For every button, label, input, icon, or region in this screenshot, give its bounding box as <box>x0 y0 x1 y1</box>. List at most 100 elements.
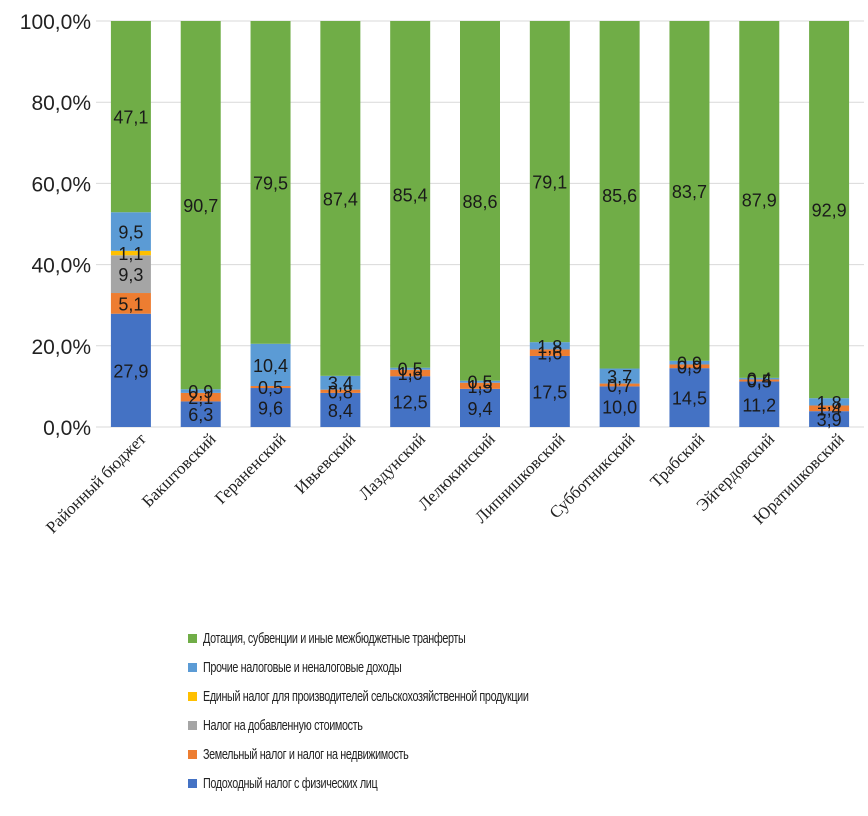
chart-legend: Дотация, субвенции и иные межбюджетные т… <box>188 624 655 798</box>
data-label: 0,9 <box>677 354 702 374</box>
legend-item: Единый налог для производителей сельскох… <box>188 682 655 711</box>
bar-segment <box>390 21 431 368</box>
bar-segment <box>529 349 570 356</box>
data-label: 10,4 <box>253 356 288 376</box>
bar-segment <box>250 343 291 386</box>
bar-segment <box>529 355 570 427</box>
data-label: 17,5 <box>532 382 567 402</box>
data-label: 88,6 <box>462 192 497 212</box>
bar-stack <box>809 21 850 427</box>
bar-segment <box>599 383 640 387</box>
data-label: 3,9 <box>817 410 842 430</box>
stacked-bar-chart: 0,0% 20,0% 40,0% 60,0% 80,0% 100,0% 27,9 5,1 9,… <box>20 11 864 537</box>
x-tick-label: Бакштовский <box>138 429 220 511</box>
data-label: 27,9 <box>113 361 148 381</box>
bar-segment <box>669 360 710 365</box>
data-label: 9,6 <box>258 399 283 419</box>
bar-stack <box>390 21 431 427</box>
legend-item: Дотация, субвенции и иные межбюджетные т… <box>188 624 655 653</box>
x-tick-label: Ивьевский <box>291 429 359 497</box>
data-label: 0,5 <box>747 372 772 392</box>
data-label: 0,5 <box>467 373 492 393</box>
bar-segment <box>390 369 431 377</box>
bar-stack <box>599 21 640 427</box>
data-label: 83,7 <box>672 182 707 202</box>
data-label: 3,7 <box>607 367 632 387</box>
data-label: 85,6 <box>602 186 637 206</box>
bar-segment <box>250 385 291 389</box>
x-tick-label: Лаздунский <box>355 429 429 503</box>
bar-segment <box>809 405 850 412</box>
bar-segment <box>739 381 780 427</box>
bar-segment <box>180 389 221 393</box>
bar-segment <box>320 375 361 390</box>
bar-segment <box>390 376 431 427</box>
data-label: 1,4 <box>817 399 842 419</box>
y-tick-label: 0,0% <box>43 417 91 440</box>
bar-segment <box>460 382 500 389</box>
data-label: 90,7 <box>183 196 218 216</box>
legend-item: Подоходный налог с физических лиц <box>188 769 655 798</box>
bar-segment <box>250 388 291 427</box>
bar-segment <box>669 364 710 369</box>
bar-stack <box>669 21 710 427</box>
bar-segment <box>599 386 640 427</box>
legend-item: Земельный налог и налог на недвижимость <box>188 740 655 769</box>
bar-segment <box>529 21 570 343</box>
data-label: 9,4 <box>467 399 492 419</box>
x-tick-label: Гераненский <box>211 429 289 507</box>
bar-stack <box>460 21 500 427</box>
data-label: 10,0 <box>602 398 637 418</box>
data-label: 0,8 <box>328 382 353 402</box>
data-label: 1,5 <box>467 377 492 397</box>
bar-segment <box>739 21 780 378</box>
bar-segment <box>460 21 500 381</box>
x-tick-label: Трабский <box>646 429 708 491</box>
bar-segment <box>320 392 361 427</box>
legend-label: Дотация, субвенции и иные межбюджетные т… <box>203 630 466 647</box>
bar-segment <box>599 21 640 369</box>
legend-label: Подоходный налог с физических лиц <box>203 775 378 792</box>
legend-swatch <box>188 663 197 672</box>
bar-segment <box>320 21 361 376</box>
data-label: 0,9 <box>188 382 213 402</box>
data-label: 6,3 <box>188 405 213 425</box>
data-label: 79,1 <box>532 173 567 193</box>
bar-segment <box>110 293 151 314</box>
bar-segment <box>180 21 221 390</box>
y-tick-label: 100,0% <box>20 11 91 34</box>
bar-segment <box>180 401 221 427</box>
data-label: 87,4 <box>323 189 358 209</box>
data-label: 1,8 <box>817 393 842 413</box>
bar-segment <box>320 389 361 393</box>
data-label: 2,1 <box>188 388 213 408</box>
bars: 27,95,19,31,19,547,16,32,10,990,79,60,51… <box>110 21 850 430</box>
bar-segment <box>180 392 221 402</box>
bar-segment <box>250 21 291 344</box>
bar-segment <box>460 380 500 383</box>
bar-segment <box>669 21 710 361</box>
bar-segment <box>669 368 710 427</box>
y-tick-label: 20,0% <box>31 336 91 359</box>
data-label: 1,6 <box>398 364 423 384</box>
bar-segment <box>110 313 151 427</box>
y-tick-label: 80,0% <box>31 92 91 115</box>
data-label: 0,5 <box>258 378 283 398</box>
data-label: 87,9 <box>742 190 777 210</box>
legend-swatch <box>188 721 197 730</box>
bar-stack <box>250 21 291 427</box>
data-label: 9,3 <box>118 265 143 285</box>
data-label: 3,4 <box>328 374 353 394</box>
data-label: 5,1 <box>118 294 143 314</box>
bar-segment <box>110 250 151 256</box>
bar-stack <box>180 21 221 427</box>
data-label: 11,2 <box>742 395 776 415</box>
bar-stack <box>529 21 570 427</box>
data-label: 85,4 <box>393 185 428 205</box>
legend-item: Прочие налоговые и неналоговые доходы <box>188 653 655 682</box>
data-label: 79,5 <box>253 173 288 193</box>
data-label: 14,5 <box>672 389 707 409</box>
legend-swatch <box>188 779 197 788</box>
legend-item: Налог на добавленную стоимость <box>188 711 655 740</box>
